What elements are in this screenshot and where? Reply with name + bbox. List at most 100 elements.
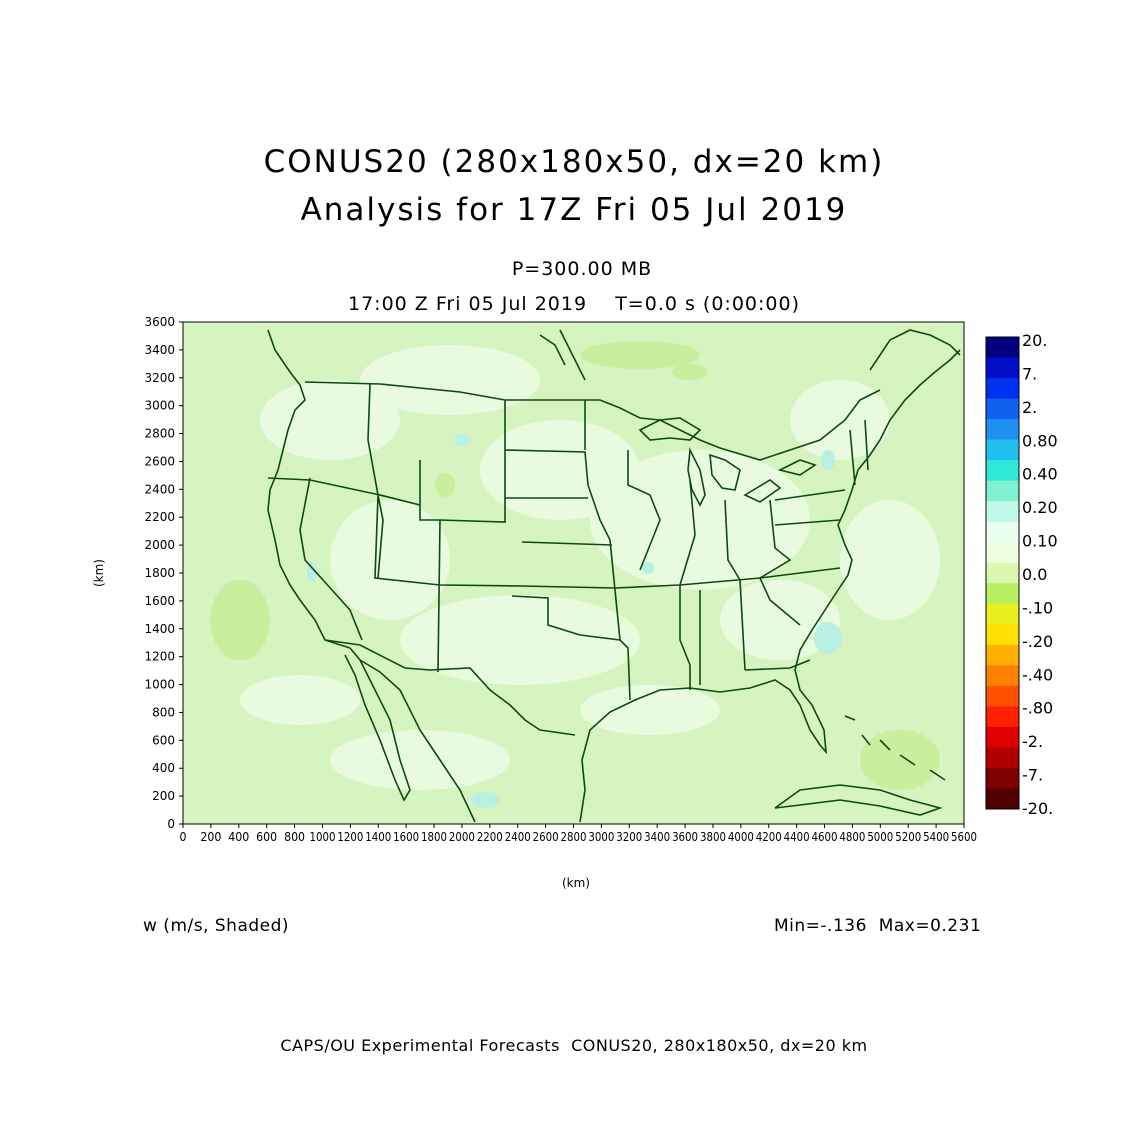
colorbar-swatch — [986, 583, 1019, 605]
x-tick-label: 4400 — [784, 830, 810, 844]
colorbar-label: -.20 — [1022, 632, 1053, 651]
colorbar-label: 0.10 — [1022, 532, 1058, 551]
x-tick-label: 1600 — [393, 830, 419, 844]
x-tick-label: 800 — [284, 830, 305, 844]
colorbar-swatch — [986, 501, 1019, 523]
footer-credit: CAPS/OU Experimental Forecasts CONUS20, … — [280, 1036, 868, 1055]
colorbar-swatch — [986, 624, 1019, 646]
colorbar-swatch — [986, 521, 1019, 543]
y-tick-label: 1000 — [144, 678, 175, 692]
y-tick-label: 3000 — [144, 399, 175, 413]
x-tick-label: 2600 — [533, 830, 559, 844]
colorbar-swatch — [986, 747, 1019, 769]
y-axis: 0 200 400 600 800 1000 1200 1400 1600 1800 2000 220… — [144, 315, 183, 831]
y-tick-label: 2800 — [144, 427, 175, 441]
colorbar-swatch — [986, 603, 1019, 625]
x-tick-label: 2200 — [477, 830, 503, 844]
colorbar-label: -.80 — [1022, 699, 1053, 718]
x-tick-label: 2800 — [561, 830, 587, 844]
x-tick-label: 5000 — [867, 830, 893, 844]
x-tick-label: 3400 — [644, 830, 670, 844]
colorbar-swatch — [986, 378, 1019, 400]
y-tick-label: 2000 — [144, 538, 175, 552]
x-tick-label: 4200 — [756, 830, 782, 844]
colorbar-swatch — [986, 788, 1019, 810]
y-tick-label: 3400 — [144, 343, 175, 357]
y-tick-label: 2200 — [144, 510, 175, 524]
y-tick-label: 1800 — [144, 566, 175, 580]
colorbar-swatch — [986, 665, 1019, 687]
field-label: w (m/s, Shaded) — [143, 916, 290, 936]
boundaries — [267, 329, 961, 823]
colorbar-label: 0.40 — [1022, 465, 1058, 484]
y-tick-label: 2600 — [144, 454, 175, 468]
x-tick-label: 1000 — [309, 830, 335, 844]
x-tick-label: 3200 — [616, 830, 642, 844]
colorbar-swatch — [986, 767, 1019, 789]
colorbar-swatch — [986, 337, 1019, 359]
colorbar-swatch — [986, 726, 1019, 748]
x-tick-label: 5200 — [895, 830, 921, 844]
y-tick-label: 3200 — [144, 371, 175, 385]
colorbar-label: 7. — [1022, 364, 1037, 383]
colorbar-label: 0.20 — [1022, 498, 1058, 517]
colorbar-frame — [985, 336, 1020, 810]
x-tick-label: 600 — [256, 830, 277, 844]
x-tick-label: 5600 — [951, 830, 977, 844]
x-tick-label: 3000 — [588, 830, 614, 844]
colorbar-label: -20. — [1022, 799, 1053, 818]
x-tick-label: 4600 — [812, 830, 838, 844]
x-tick-label: 200 — [200, 830, 221, 844]
y-tick-label: 200 — [152, 789, 175, 803]
x-tick-label: 400 — [228, 830, 249, 844]
y-tick-label: 800 — [152, 705, 175, 719]
colorbar-swatch — [986, 542, 1019, 564]
x-tick-label: 1200 — [337, 830, 363, 844]
x-axis: 0 200 400 600 800 1000 1200 1400 1600 1800 2000 220… — [180, 824, 977, 844]
colorbar-swatch — [986, 562, 1019, 584]
time-label: 17:00 Z Fri 05 Jul 2019 T=0.0 s (0:00:00… — [347, 293, 800, 315]
colorbar-label: 0.0 — [1022, 565, 1047, 584]
min-max-label: Min=-.136 Max=0.231 — [774, 916, 982, 936]
colorbar-swatch — [986, 685, 1019, 707]
shaded-field — [183, 322, 964, 824]
colorbar-label: -7. — [1022, 766, 1043, 785]
colorbar-label: -.40 — [1022, 665, 1053, 684]
x-tick-label: 4000 — [728, 830, 754, 844]
y-tick-label: 2400 — [144, 482, 175, 496]
y-tick-label: 1600 — [144, 594, 175, 608]
title-line-2: Analysis for 17Z Fri 05 Jul 2019 — [300, 192, 848, 228]
colorbar-swatch — [986, 357, 1019, 379]
colorbar-swatch — [986, 398, 1019, 420]
colorbar-label: -2. — [1022, 732, 1043, 751]
colorbar: 20. 7. 2. 0.80 0.40 0.20 0.10 0.0 -.10 -.20 -.40 -.… — [985, 331, 1058, 818]
x-tick-label: 3600 — [672, 830, 698, 844]
y-tick-label: 3600 — [144, 315, 175, 329]
x-tick-label: 2400 — [505, 830, 531, 844]
colorbar-label: 2. — [1022, 398, 1037, 417]
x-tick-label: 4800 — [839, 830, 865, 844]
x-tick-label: 2000 — [449, 830, 475, 844]
y-tick-label: 0 — [167, 817, 175, 831]
x-tick-label: 3800 — [700, 830, 726, 844]
x-tick-label: 1800 — [421, 830, 447, 844]
y-tick-label: 1200 — [144, 650, 175, 664]
x-tick-label: 0 — [180, 830, 187, 844]
colorbar-swatch — [986, 706, 1019, 728]
colorbar-swatch — [986, 460, 1019, 482]
colorbar-label: -.10 — [1022, 598, 1053, 617]
y-axis-title: (km) — [92, 559, 106, 587]
x-tick-label: 5400 — [923, 830, 949, 844]
colorbar-swatch — [986, 439, 1019, 461]
title-line-1: CONUS20 (280x180x50, dx=20 km) — [263, 144, 885, 180]
colorbar-swatch — [986, 480, 1019, 502]
x-tick-label: 1400 — [365, 830, 391, 844]
x-axis-title: (km) — [562, 876, 590, 890]
colorbar-label: 0.80 — [1022, 431, 1058, 450]
level-label: P=300.00 MB — [511, 258, 653, 280]
y-tick-label: 1400 — [144, 622, 175, 636]
y-tick-label: 400 — [152, 761, 175, 775]
colorbar-swatch — [986, 419, 1019, 441]
colorbar-swatch — [986, 644, 1019, 666]
